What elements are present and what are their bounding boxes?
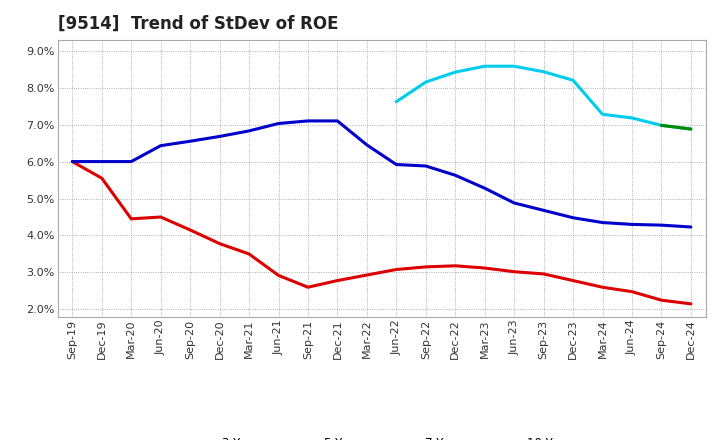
Legend: 3 Years, 5 Years, 7 Years, 10 Years: 3 Years, 5 Years, 7 Years, 10 Years <box>182 433 581 440</box>
Text: [9514]  Trend of StDev of ROE: [9514] Trend of StDev of ROE <box>58 15 338 33</box>
